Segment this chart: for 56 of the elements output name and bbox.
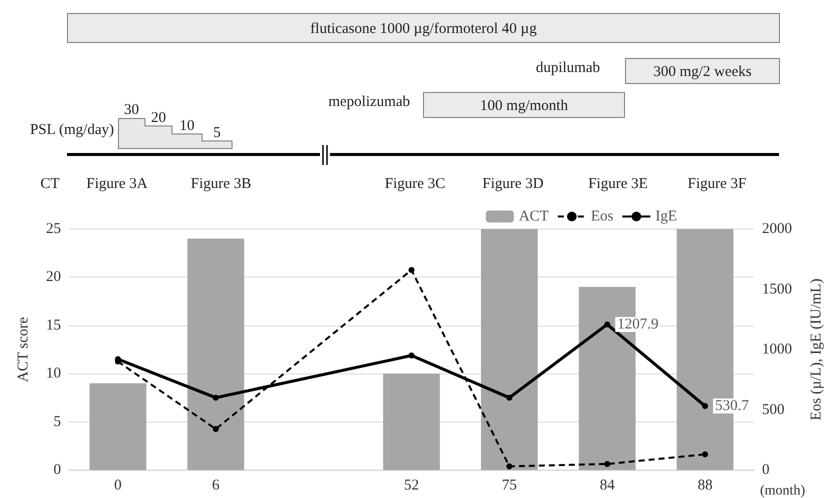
text: fluticasone 1000 µg/formoterol 40 µg <box>67 13 780 43</box>
text: 5 <box>212 125 222 142</box>
caption: Figure 3D <box>481 176 545 193</box>
point <box>506 463 512 470</box>
y-tick-label: 10 <box>46 366 61 382</box>
x-tick-label: 52 <box>404 478 419 494</box>
text: 10 <box>178 118 196 135</box>
bar <box>187 238 244 470</box>
point <box>702 403 708 410</box>
y2-tick-label: 1000 <box>762 342 792 358</box>
y-tick-label: 20 <box>46 269 61 286</box>
y2-tick-label: 2000 <box>762 221 792 237</box>
x-tick-label: 88 <box>698 478 713 494</box>
y2-tick-label: 500 <box>762 402 784 418</box>
point <box>212 426 219 432</box>
text: PSL (mg/day) <box>28 122 114 139</box>
text: mepolizumab <box>327 94 410 111</box>
caption: Figure 3B <box>190 176 252 193</box>
x-tick-label: 6 <box>212 478 220 494</box>
text: 100 mg/month <box>423 92 625 118</box>
point <box>506 394 512 401</box>
legend-label: Eos <box>590 208 614 224</box>
y-axis-title: ACT score <box>16 316 32 382</box>
text: CT <box>39 176 61 193</box>
y2-tick-label: 1500 <box>762 281 792 298</box>
text: 20 <box>150 110 167 127</box>
point <box>408 266 414 273</box>
point <box>604 460 610 467</box>
caption: Figure 3C <box>384 176 446 193</box>
x-tick-label: 75 <box>502 478 517 494</box>
bar <box>90 383 146 470</box>
point <box>408 352 414 359</box>
data-label: 530.7 <box>715 398 750 414</box>
bar <box>480 229 538 470</box>
y-tick-label: 5 <box>54 414 61 430</box>
caption: Figure 3E <box>587 176 649 193</box>
y2-tick-label: 0 <box>762 462 770 478</box>
text: 30 <box>123 102 140 119</box>
point <box>212 394 219 401</box>
y2-axis-title: Eos (µ/L), IgE (IU/mL) <box>808 278 824 420</box>
text: dupilumab <box>534 60 600 77</box>
x-tick-label: 84 <box>600 478 616 494</box>
point <box>604 321 610 328</box>
text: 300 mg/2 weeks <box>625 58 780 84</box>
point <box>702 451 708 458</box>
data-label: 1207.9 <box>617 316 658 332</box>
caption: Figure 3F <box>686 176 748 193</box>
x-axis-title: (month) <box>760 484 806 498</box>
bar <box>383 374 440 470</box>
y-tick-label: 25 <box>46 221 61 237</box>
legend-label: ACT <box>518 208 549 224</box>
caption: Figure 3A <box>85 176 149 193</box>
y-tick-label: 15 <box>46 317 61 334</box>
legend-label: IgE <box>655 208 678 224</box>
y-tick-label: 0 <box>54 462 61 478</box>
x-tick-label: 0 <box>114 478 122 494</box>
